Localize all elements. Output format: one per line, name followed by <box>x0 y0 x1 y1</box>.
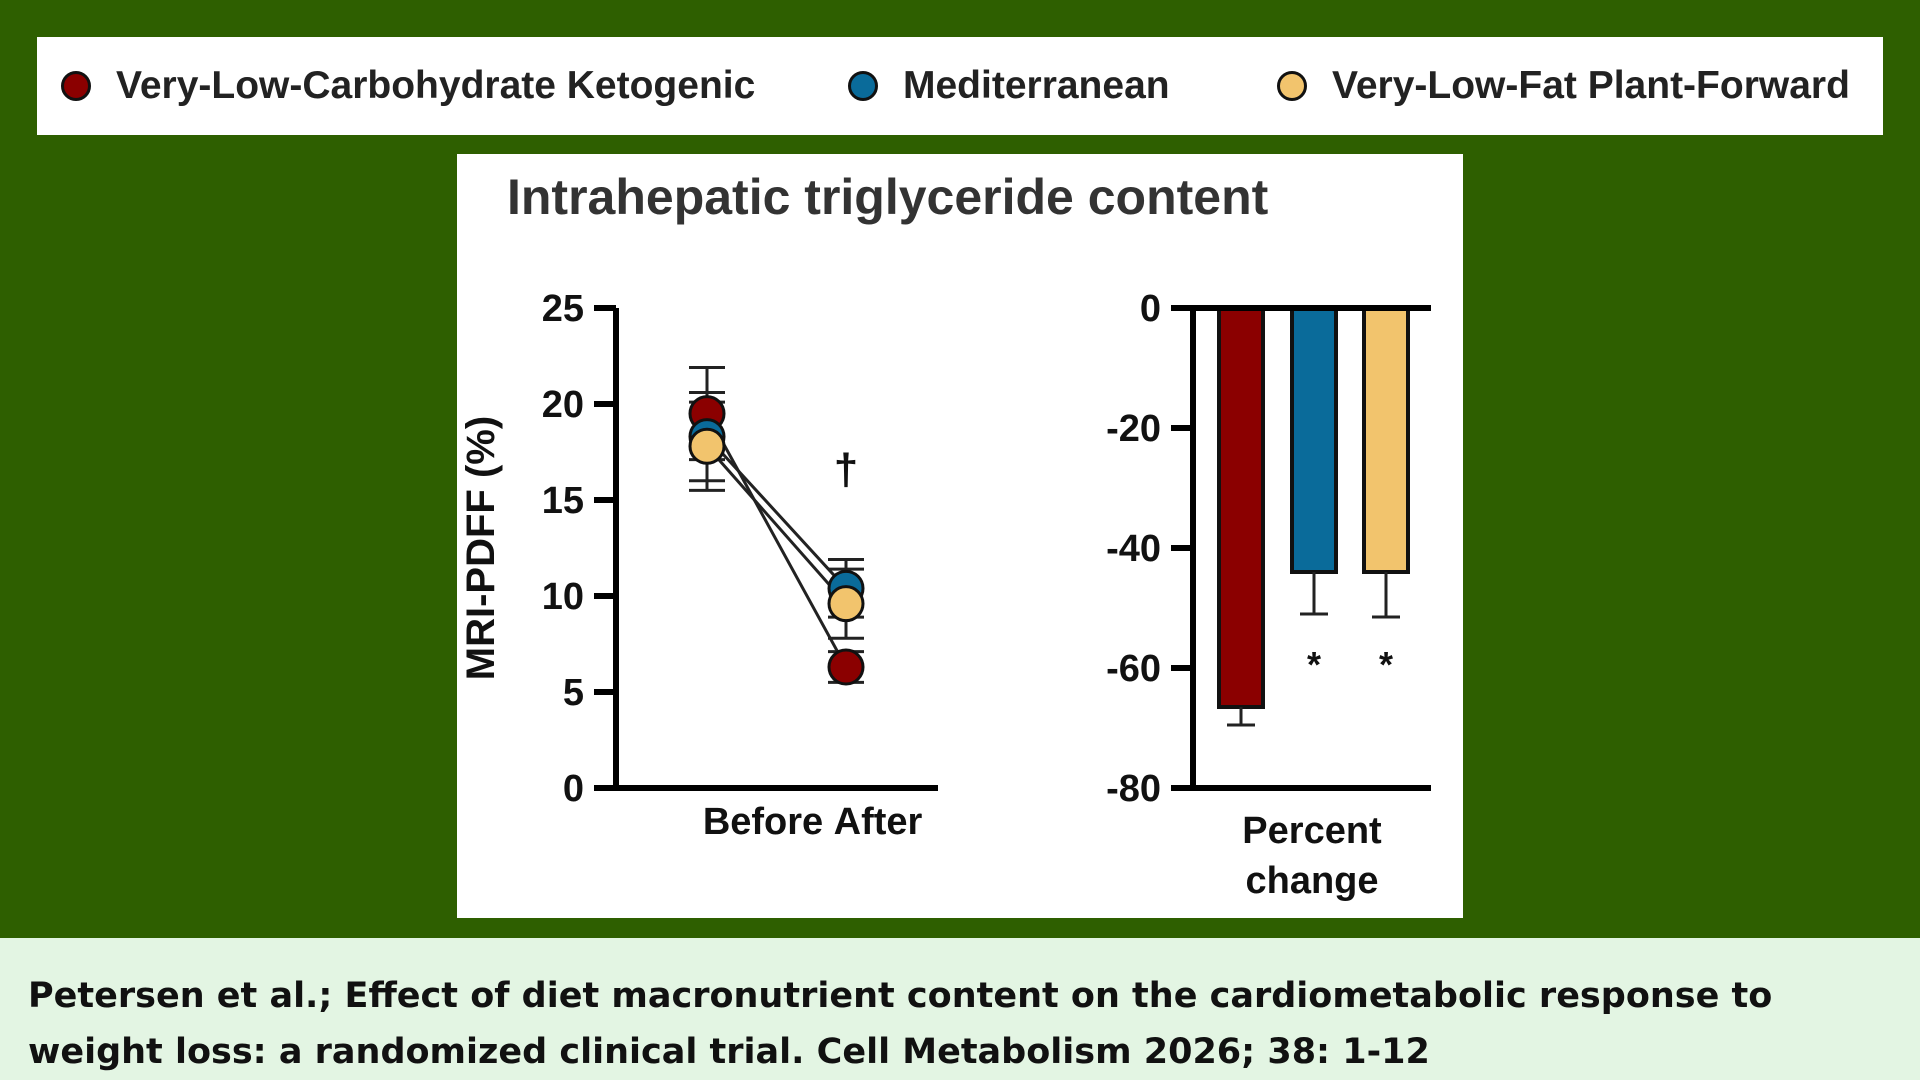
series-line <box>705 435 848 590</box>
series-line <box>705 412 848 668</box>
bar <box>1217 306 1265 709</box>
bar <box>1290 306 1338 574</box>
y-tick-label-left: 25 <box>542 288 584 330</box>
y-tick-label-right: -40 <box>1106 528 1161 570</box>
y-tick-label-left: 0 <box>563 768 584 810</box>
x-axis-label-right: Percent <box>1242 810 1382 852</box>
significance-marker: † <box>834 445 858 494</box>
legend-swatch-plant-forward <box>1277 71 1307 101</box>
significance-marker: * <box>1307 644 1321 685</box>
series-line <box>705 445 848 605</box>
legend-label: Very-Low-Fat Plant-Forward <box>1332 64 1850 107</box>
legend-item-ketogenic: Very-Low-Carbohydrate Ketogenic <box>61 37 755 135</box>
y-tick-label-left: 10 <box>542 576 584 618</box>
significance-marker: * <box>1379 644 1393 685</box>
y-tick-label-right: -20 <box>1106 408 1161 450</box>
y-tick-label-right: 0 <box>1140 288 1161 330</box>
chart-panel: Intrahepatic triglyceride content 0 5 10 15… <box>457 154 1463 918</box>
data-point <box>688 427 726 465</box>
x-axis-label-right: change <box>1245 860 1378 902</box>
legend-item-mediterranean: Mediterranean <box>848 37 1170 135</box>
y-tick-label-left: 15 <box>542 480 584 522</box>
x-category-label: Before <box>703 801 823 843</box>
y-tick-label-right: -60 <box>1106 648 1161 690</box>
chart-figure: 0 5 10 15 20 25 MRI-PDFF (%) Before After † 0 -20 -4… <box>459 288 1431 902</box>
y-tick-label-left: 5 <box>563 672 584 714</box>
y-axis-label: MRI-PDFF (%) <box>459 416 503 680</box>
bar <box>1362 306 1410 574</box>
legend-swatch-mediterranean <box>848 71 878 101</box>
chart-title: Intrahepatic triglyceride content <box>507 169 1269 225</box>
data-point <box>827 648 865 686</box>
citation-footer: Petersen et al.; Effect of diet macronut… <box>0 938 1920 1080</box>
legend-label: Very-Low-Carbohydrate Ketogenic <box>116 64 756 107</box>
citation-text: Petersen et al.; Effect of diet macronut… <box>28 976 1773 1072</box>
legend-swatch-ketogenic <box>61 71 91 101</box>
legend-item-plant-forward: Very-Low-Fat Plant-Forward <box>1277 37 1850 135</box>
data-point <box>827 585 865 623</box>
y-tick-label-left: 20 <box>542 384 584 426</box>
legend: Very-Low-Carbohydrate Ketogenic Mediterr… <box>37 37 1883 135</box>
legend-label: Mediterranean <box>903 64 1170 107</box>
x-category-label: After <box>834 801 923 843</box>
y-tick-label-right: -80 <box>1106 768 1161 810</box>
